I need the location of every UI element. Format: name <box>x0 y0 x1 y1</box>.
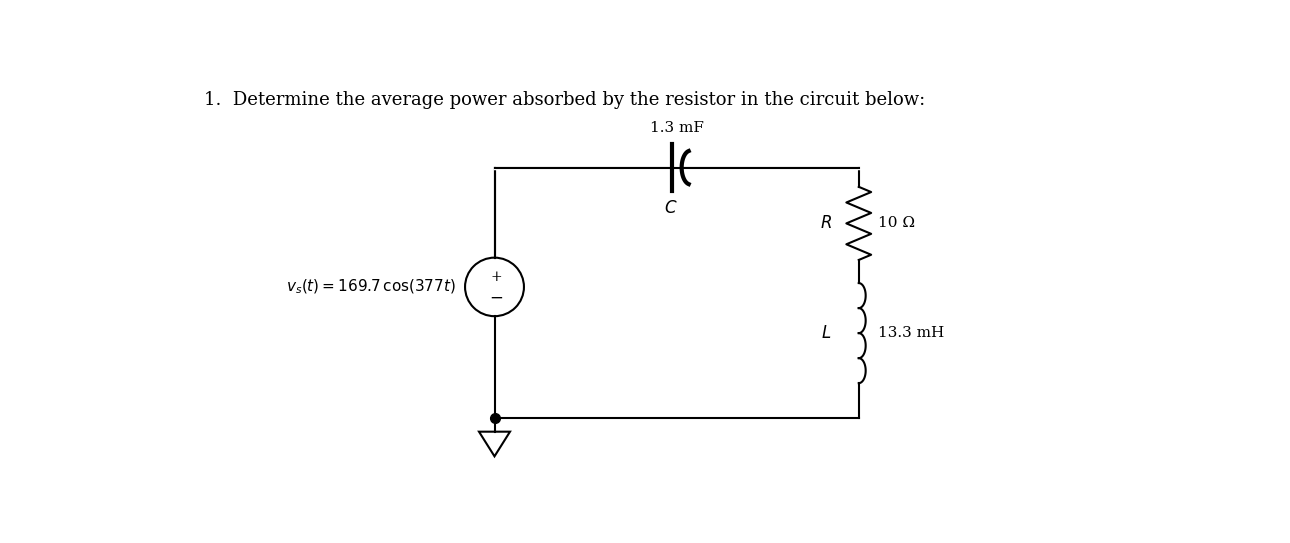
Text: 1.3 mF: 1.3 mF <box>650 121 703 135</box>
Text: 10 Ω: 10 Ω <box>878 217 915 230</box>
Text: $v_s(t) = 169.7\,\cos(377t)$: $v_s(t) = 169.7\,\cos(377t)$ <box>286 277 455 296</box>
Text: $C$: $C$ <box>663 200 677 217</box>
Text: $L$: $L$ <box>822 325 832 342</box>
Text: 1.  Determine the average power absorbed by the resistor in the circuit below:: 1. Determine the average power absorbed … <box>204 91 925 109</box>
Text: +: + <box>490 270 502 284</box>
Text: 13.3 mH: 13.3 mH <box>878 326 944 340</box>
Text: $R$: $R$ <box>819 215 832 232</box>
Text: −: − <box>489 290 503 307</box>
